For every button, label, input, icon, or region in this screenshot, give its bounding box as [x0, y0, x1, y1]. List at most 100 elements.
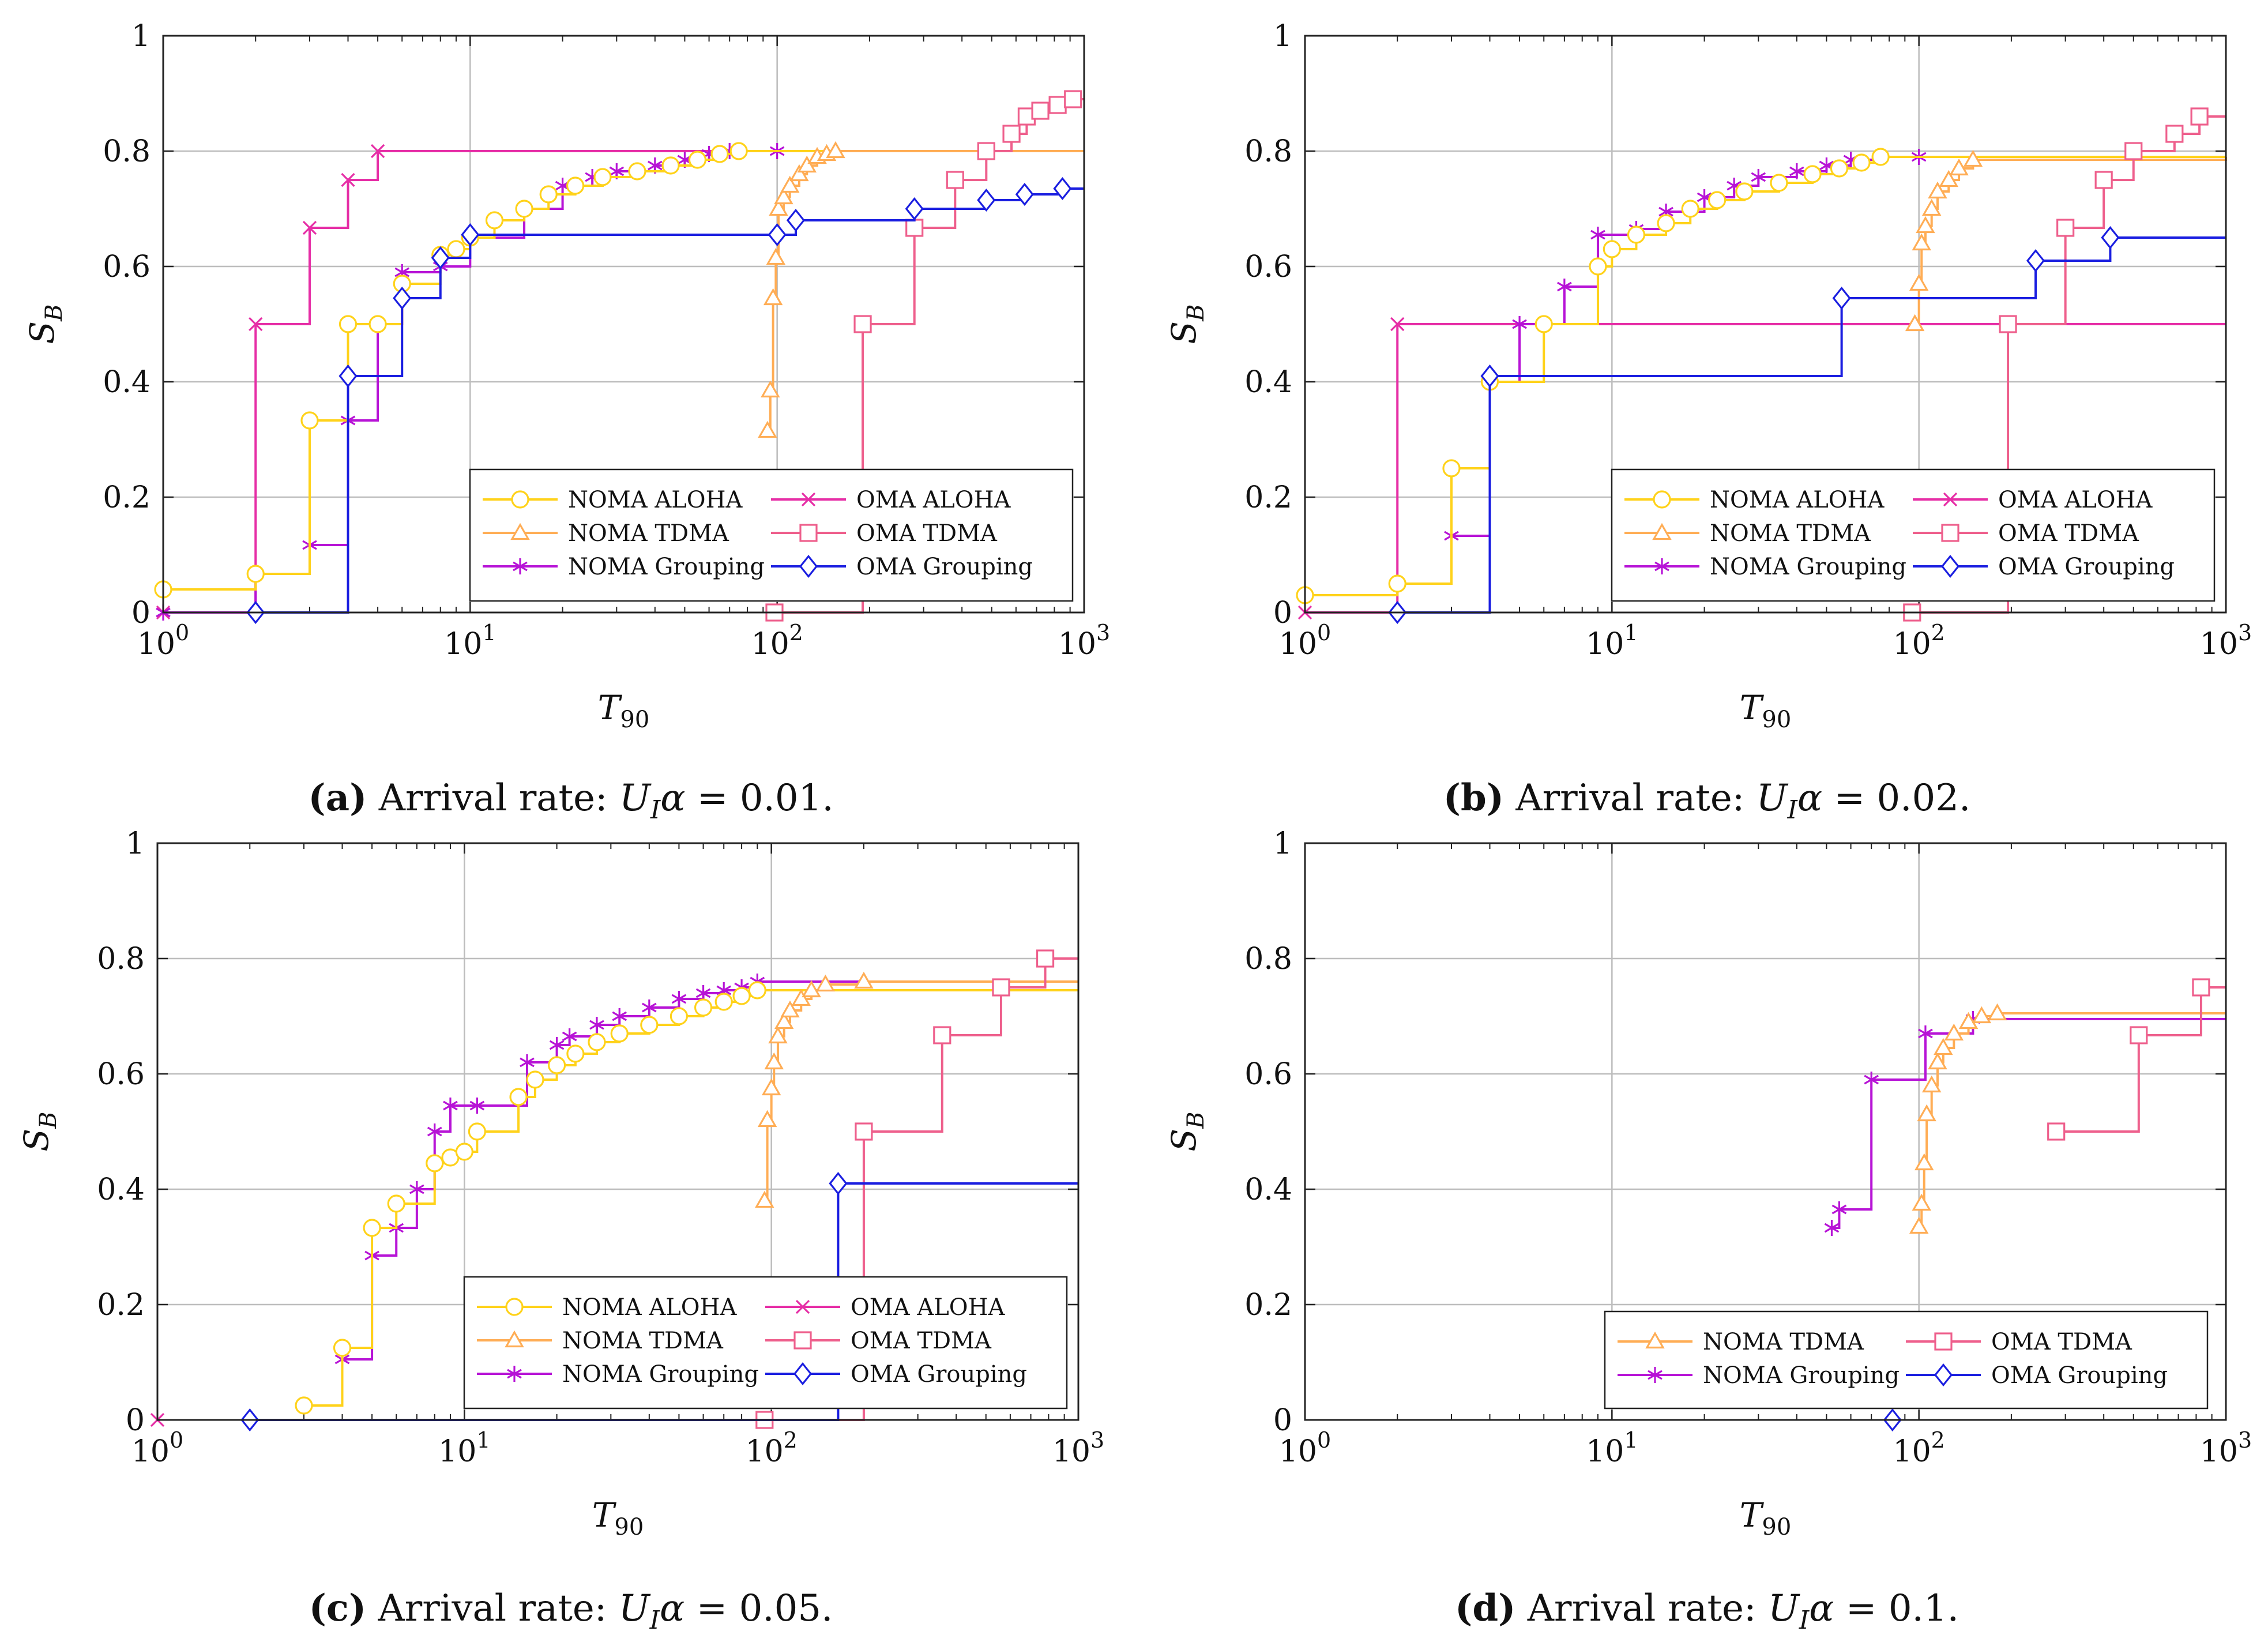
oma-grouping-point	[786, 208, 806, 232]
legend-label: NOMA Grouping	[562, 1361, 759, 1388]
x-tick-label: 100	[131, 1427, 183, 1469]
x-tick-label: 100	[1279, 620, 1331, 662]
noma-grouping-point	[671, 991, 687, 1007]
noma-aloha-point	[363, 1219, 381, 1237]
oma-grouping-point	[461, 223, 480, 247]
series-noma-tdma	[758, 141, 1084, 438]
chart-b: 0 0.2 0.4 0.6 0.8 1 100 101 102 103 T90 SB NOMA ALOH…	[1164, 19, 2252, 825]
oma-tdma-point	[1036, 949, 1055, 968]
noma-tdma-point	[1921, 198, 1942, 216]
y-axis-label: SB	[1164, 304, 1209, 344]
series-noma-grouping	[334, 974, 1078, 1367]
y-axis-label: SB	[22, 304, 67, 344]
legend-label: NOMA ALOHA	[568, 487, 743, 513]
legend-swatch-marker	[507, 1366, 522, 1382]
legend-swatch-marker	[505, 1330, 524, 1348]
y-tick-label: 0.2	[1244, 1288, 1292, 1322]
legend-box	[469, 468, 1074, 602]
oma-grouping-point	[1015, 182, 1034, 206]
legend-item-oma-grouping: OMA Grouping	[771, 554, 1033, 580]
noma-tdma-point	[774, 1012, 794, 1029]
noma-tdma-point	[791, 989, 811, 1006]
noma-tdma-point	[755, 1190, 774, 1208]
oma-grouping-point	[1480, 364, 1499, 388]
noma-aloha-point	[588, 1033, 606, 1051]
oma-tdma-point	[992, 978, 1010, 997]
legend-swatch-marker	[795, 1299, 810, 1314]
series-layer	[1296, 107, 2227, 624]
noma-grouping-point	[1751, 169, 1766, 185]
figure-caption: (a) Arrival rate: UIα = 0.01.	[308, 776, 833, 825]
noma-grouping-point	[469, 1098, 485, 1114]
oma-aloha-point	[249, 317, 263, 332]
noma-aloha-point	[338, 315, 358, 333]
legend-item-noma-aloha: NOMA ALOHA	[477, 1294, 737, 1321]
figure-caption: (c) Arrival rate: UIα = 0.05.	[309, 1587, 833, 1635]
noma-tdma-point	[1909, 273, 1929, 291]
legend-label: OMA Grouping	[1991, 1362, 2168, 1389]
noma-aloha-point	[1388, 574, 1406, 593]
y-tick-label: 1	[126, 826, 145, 861]
legend-item-noma-grouping: NOMA Grouping	[1618, 1362, 1900, 1389]
legend-swatch-marker	[1941, 524, 1959, 542]
oma-aloha-point	[341, 172, 355, 187]
noma-aloha-point	[661, 156, 680, 175]
x-tick-label: 103	[1052, 1427, 1104, 1469]
x-tick-label: 102	[1893, 620, 1944, 662]
noma-tdma-point	[1934, 1038, 1953, 1055]
oma-tdma-point	[1002, 125, 1021, 143]
noma-aloha-point	[1589, 257, 1607, 276]
y-axis-label: SB	[17, 1111, 62, 1151]
noma-tdma-line	[767, 150, 1084, 432]
noma-tdma-line	[764, 980, 1078, 1202]
noma-tdma-point	[1912, 1193, 1932, 1211]
noma-aloha-point	[1442, 459, 1461, 478]
noma-aloha-point	[1534, 315, 1553, 333]
legend-item-noma-tdma: NOMA TDMA	[483, 520, 729, 547]
noma-grouping-point	[549, 1037, 565, 1053]
x-axis-label: T90	[1740, 1495, 1792, 1540]
oma-tdma-point	[977, 142, 995, 160]
oma-tdma-point	[2165, 125, 2184, 143]
legend-item-noma-tdma: NOMA TDMA	[477, 1328, 724, 1354]
x-tick-label: 103	[1058, 620, 1110, 662]
legend-item-oma-grouping: OMA Grouping	[765, 1361, 1027, 1388]
legend-label: OMA TDMA	[851, 1328, 992, 1354]
noma-aloha-point	[1603, 240, 1621, 258]
legend-swatch-marker	[505, 1298, 524, 1316]
legend-item-noma-grouping: NOMA Grouping	[483, 554, 765, 580]
noma-aloha-point	[1770, 174, 1788, 192]
x-axis-label: T90	[598, 688, 650, 733]
noma-grouping-point	[1512, 316, 1527, 332]
series-oma-grouping	[246, 176, 1084, 624]
noma-grouping-point	[642, 999, 657, 1016]
oma-aloha-point	[1390, 317, 1405, 332]
legend: NOMA ALOHA OMA ALOHA NOMA TDMA OMA TDMA NOMA…	[469, 468, 1074, 602]
noma-tdma-point	[854, 971, 874, 989]
legend-label: OMA ALOHA	[1998, 487, 2153, 513]
noma-tdma-point	[1928, 1052, 1947, 1070]
oma-tdma-point	[855, 1122, 873, 1141]
x-tick-label: 103	[2200, 620, 2252, 662]
noma-aloha-point	[714, 993, 733, 1011]
noma-aloha-point	[729, 142, 748, 160]
noma-aloha-point	[547, 1056, 566, 1074]
oma-tdma-point	[2124, 142, 2143, 160]
noma-tdma-point	[758, 420, 777, 438]
series-layer	[150, 949, 1078, 1431]
noma-tdma-point	[1987, 1003, 2007, 1021]
oma-aloha-line	[163, 150, 1084, 614]
noma-aloha-point	[295, 1396, 313, 1415]
oma-tdma-point	[946, 171, 964, 189]
y-tick-label: 0.4	[1244, 365, 1292, 400]
noma-aloha-point	[710, 145, 729, 163]
legend-swatch-marker	[1652, 523, 1672, 540]
noma-tdma-point	[763, 288, 783, 306]
oma-tdma-point	[853, 315, 872, 333]
x-tick-label: 102	[1893, 1427, 1944, 1469]
noma-tdma-point	[768, 1026, 788, 1044]
noma-grouping-point	[695, 985, 711, 1001]
y-tick-label: 0.4	[103, 365, 151, 400]
legend-label: NOMA TDMA	[562, 1328, 724, 1354]
